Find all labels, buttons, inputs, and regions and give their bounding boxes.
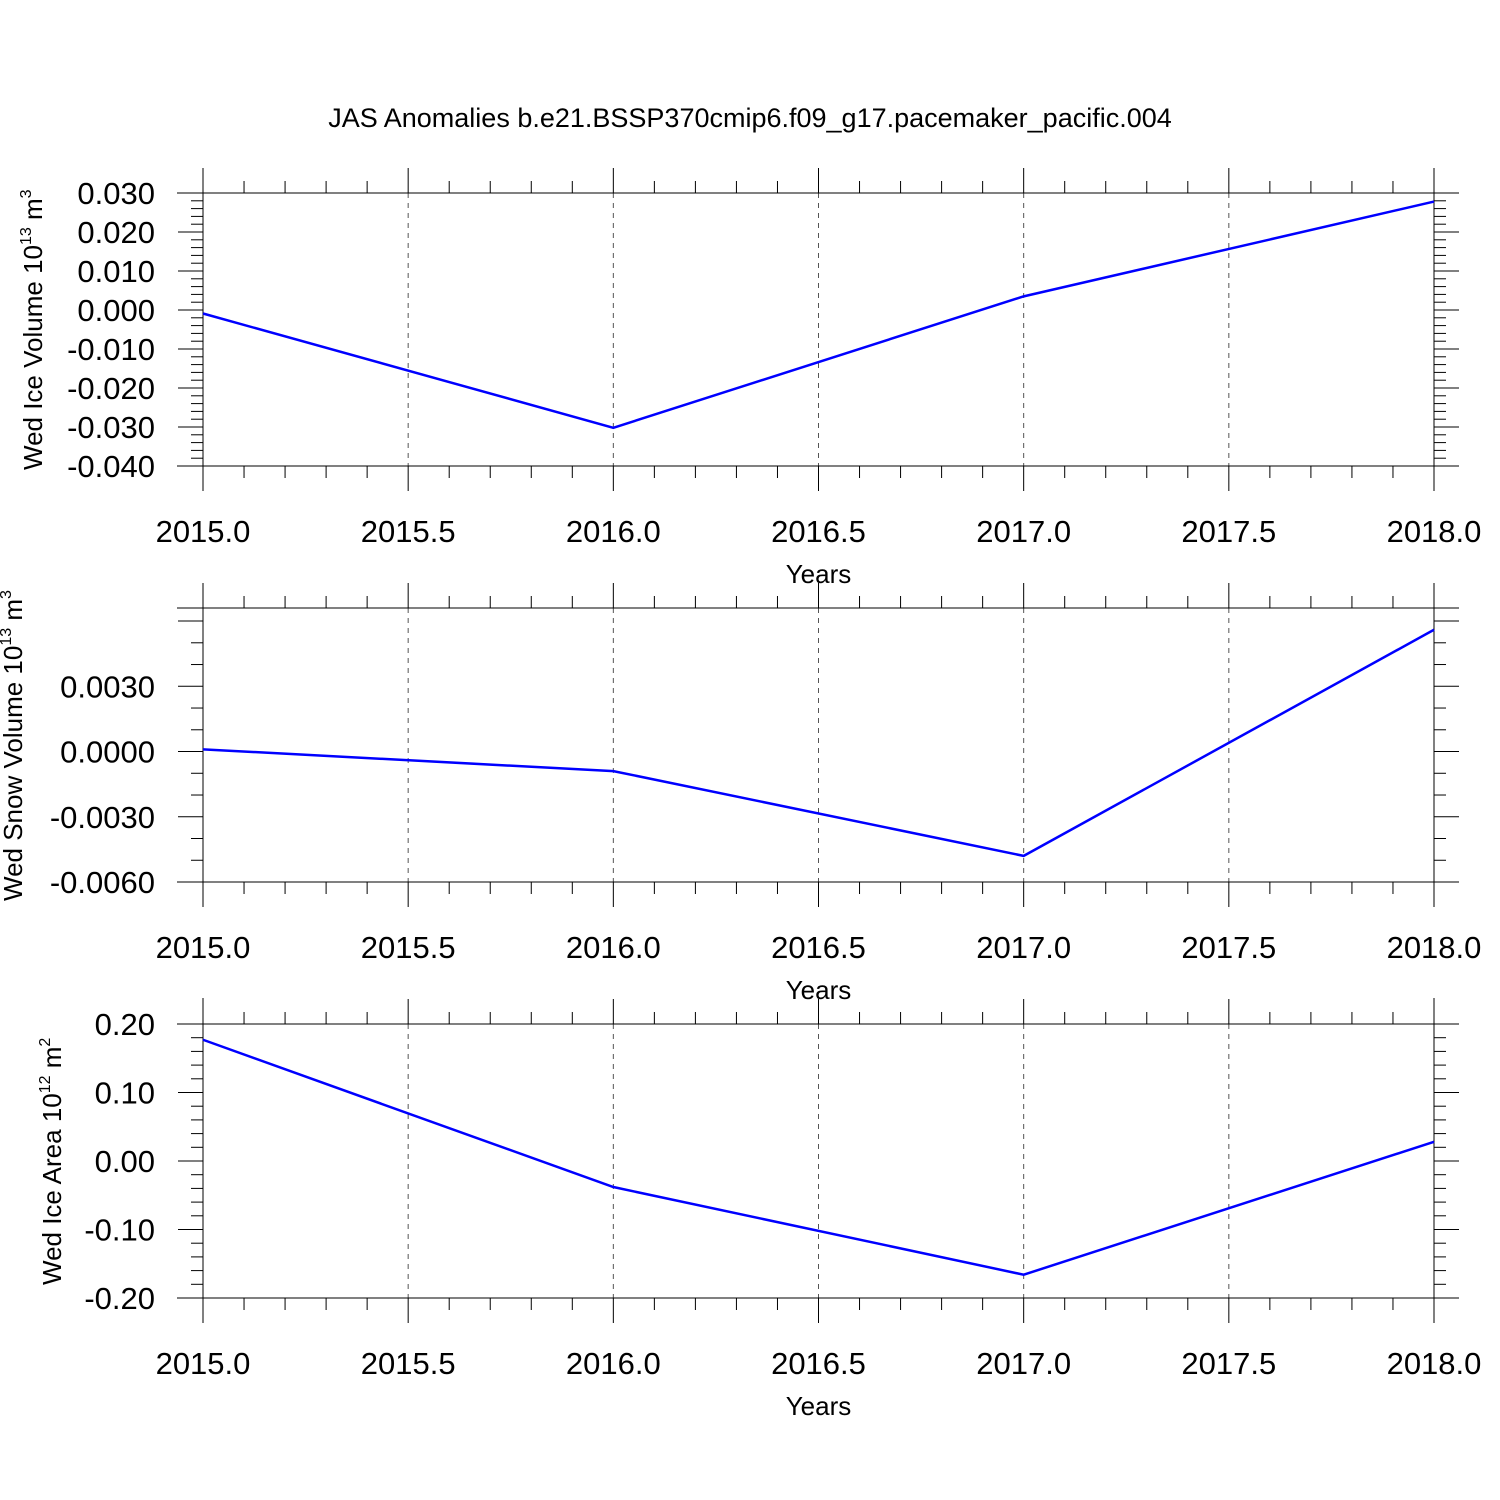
x-tick-label: 2018.0 <box>1387 1346 1482 1381</box>
y-tick-label: 0.10 <box>95 1076 155 1111</box>
x-tick-label: 2018.0 <box>1387 930 1482 965</box>
panel-3-xlabel: Years <box>785 1391 852 1421</box>
y-tick-label: -0.0060 <box>50 865 155 900</box>
y-tick-label: 0.000 <box>77 293 155 328</box>
x-tick-label: 2017.5 <box>1181 930 1276 965</box>
chart-title: JAS Anomalies b.e21.BSSP370cmip6.f09_g17… <box>328 103 1172 133</box>
series-line <box>202 1038 1435 1277</box>
y-tick-label: 0.0030 <box>60 669 155 704</box>
y-tick-label: 0.0000 <box>60 735 155 770</box>
panel-1-ylabel: Wed Ice Volume 1013 m3 <box>18 189 48 470</box>
x-tick-label: 2018.0 <box>1387 514 1482 549</box>
x-tick-label: 2017.5 <box>1181 1346 1276 1381</box>
panel-3-ylabel: Wed Ice Area 1012 m2 <box>37 1037 67 1285</box>
y-tick-label: -0.020 <box>67 371 155 406</box>
y-tick-label: 0.030 <box>77 176 155 211</box>
x-tick-label: 2016.0 <box>566 930 661 965</box>
y-tick-label: -0.20 <box>84 1281 155 1316</box>
x-tick-label: 2015.0 <box>156 930 251 965</box>
x-tick-label: 2017.0 <box>976 514 1071 549</box>
y-tick-label: 0.20 <box>95 1007 155 1042</box>
x-tick-label: 2016.0 <box>566 1346 661 1381</box>
series-line <box>202 628 1435 858</box>
x-tick-label: 2017.5 <box>1181 514 1276 549</box>
x-tick-label: 2016.5 <box>771 930 866 965</box>
series-line <box>202 200 1435 430</box>
y-tick-label: -0.10 <box>84 1213 155 1248</box>
x-tick-label: 2016.0 <box>566 514 661 549</box>
x-tick-label: 2015.5 <box>361 930 456 965</box>
y-tick-label: -0.010 <box>67 332 155 367</box>
y-tick-label: 0.010 <box>77 254 155 289</box>
panel-1-xlabel: Years <box>785 559 852 589</box>
panel-2-ylabel: Wed Snow Volume 1013 m3 <box>0 590 28 901</box>
x-tick-label: 2016.5 <box>771 1346 866 1381</box>
y-tick-label: -0.040 <box>67 449 155 484</box>
y-tick-label: -0.0030 <box>50 800 155 835</box>
y-tick-label: 0.00 <box>95 1144 155 1179</box>
x-tick-label: 2015.0 <box>156 1346 251 1381</box>
panel-2-xlabel: Years <box>785 975 852 1005</box>
x-tick-label: 2015.5 <box>361 514 456 549</box>
x-tick-label: 2016.5 <box>771 514 866 549</box>
x-tick-label: 2017.0 <box>976 930 1071 965</box>
y-tick-label: 0.020 <box>77 215 155 250</box>
x-tick-label: 2015.0 <box>156 514 251 549</box>
y-tick-label: -0.030 <box>67 410 155 445</box>
x-tick-label: 2015.5 <box>361 1346 456 1381</box>
x-tick-label: 2017.0 <box>976 1346 1071 1381</box>
